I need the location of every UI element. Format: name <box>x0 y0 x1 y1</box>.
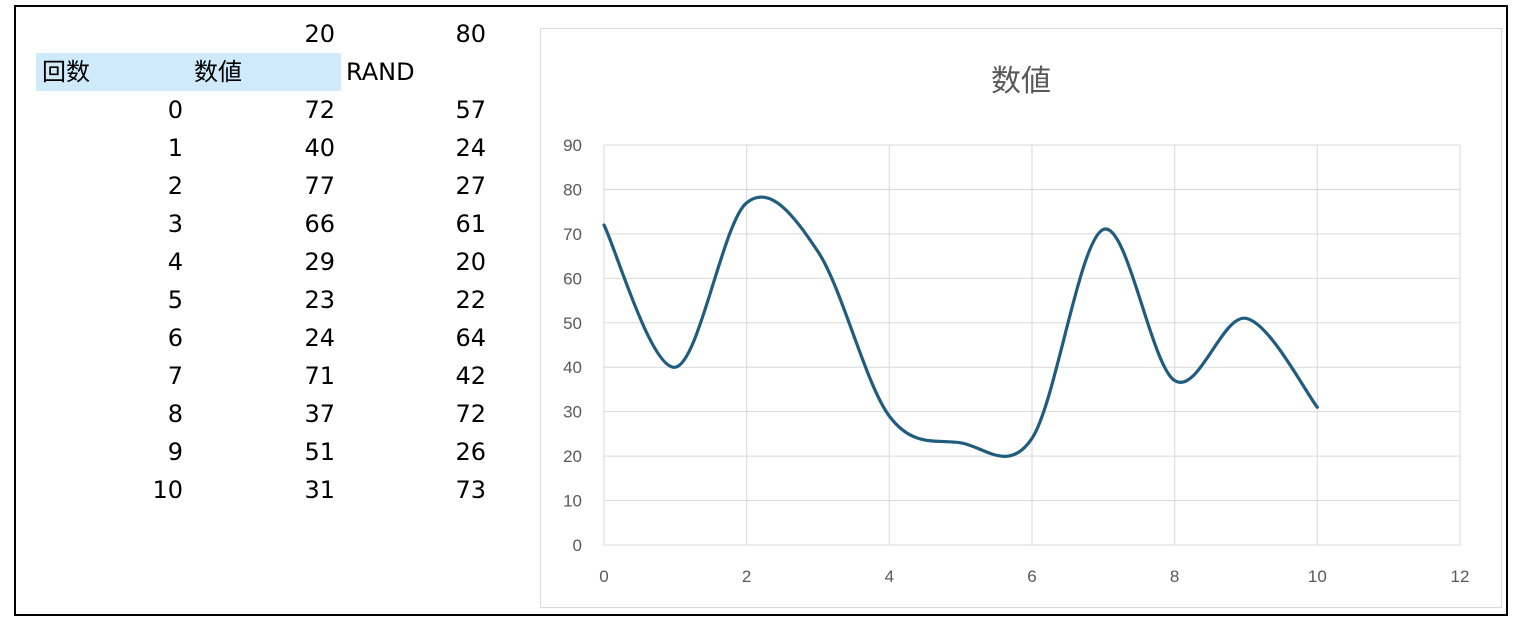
cell-count[interactable]: 7 <box>167 362 183 390</box>
cell-value[interactable]: 29 <box>304 248 335 276</box>
y-tick-label: 70 <box>563 225 582 244</box>
header-value[interactable]: 数値 <box>194 58 242 86</box>
sheet-frame <box>14 5 1508 616</box>
cell-value[interactable]: 24 <box>304 324 335 352</box>
cell-value[interactable]: 77 <box>304 172 335 200</box>
chart-area[interactable] <box>540 28 1502 608</box>
cell-value[interactable]: 23 <box>304 286 335 314</box>
cell-rand[interactable]: 22 <box>455 286 486 314</box>
cell-value[interactable]: 66 <box>304 210 335 238</box>
cell-value[interactable]: 51 <box>304 438 335 466</box>
cell-count[interactable]: 8 <box>167 400 183 428</box>
y-tick-label: 0 <box>573 536 582 555</box>
cell-count[interactable]: 4 <box>167 248 183 276</box>
header-count[interactable]: 回数 <box>42 58 90 86</box>
cell-rand[interactable]: 24 <box>455 134 486 162</box>
series-line <box>602 195 1319 458</box>
y-tick-label: 50 <box>563 314 582 333</box>
x-tick-label: 2 <box>742 567 751 586</box>
y-tick-label: 40 <box>563 358 582 377</box>
cell-value[interactable]: 72 <box>304 96 335 124</box>
cell-count[interactable]: 5 <box>167 286 183 314</box>
y-tick-label: 10 <box>563 492 582 511</box>
header-rand[interactable]: RAND <box>346 58 415 86</box>
cell-rand[interactable]: 27 <box>455 172 486 200</box>
cell-rand[interactable]: 57 <box>455 96 486 124</box>
cell-count[interactable]: 6 <box>167 324 183 352</box>
cell-count[interactable]: 10 <box>152 476 183 504</box>
x-tick-label: 6 <box>1027 567 1036 586</box>
cell-rand[interactable]: 64 <box>455 324 486 352</box>
y-tick-label: 20 <box>563 447 582 466</box>
cell-count[interactable]: 0 <box>167 96 183 124</box>
cell-value[interactable]: 37 <box>304 400 335 428</box>
cell-rand[interactable]: 61 <box>455 210 486 238</box>
cell-count[interactable]: 1 <box>167 134 183 162</box>
chart-title: 数値 <box>991 64 1051 99</box>
cell-count[interactable]: 3 <box>167 210 183 238</box>
y-tick-label: 60 <box>563 269 582 288</box>
y-tick-label: 30 <box>563 403 582 422</box>
cell-rand[interactable]: 20 <box>455 248 486 276</box>
cell-rand[interactable]: 42 <box>455 362 486 390</box>
x-tick-label: 12 <box>1451 567 1470 586</box>
x-tick-label: 8 <box>1170 567 1179 586</box>
cell-count[interactable]: 9 <box>167 438 183 466</box>
cell-rand[interactable]: 72 <box>455 400 486 428</box>
x-tick-label: 0 <box>599 567 608 586</box>
cell-rand[interactable]: 73 <box>455 476 486 504</box>
param-low-cell[interactable]: 20 <box>304 20 335 48</box>
cell-value[interactable]: 71 <box>304 362 335 390</box>
header-fill <box>36 53 341 91</box>
cell-rand[interactable]: 26 <box>455 438 486 466</box>
x-tick-label: 4 <box>885 567 894 586</box>
x-tick-label: 10 <box>1308 567 1327 586</box>
cell-value[interactable]: 31 <box>304 476 335 504</box>
y-tick-label: 90 <box>563 136 582 155</box>
cell-count[interactable]: 2 <box>167 172 183 200</box>
y-tick-label: 80 <box>563 180 582 199</box>
cell-value[interactable]: 40 <box>304 134 335 162</box>
param-high-cell[interactable]: 80 <box>455 20 486 48</box>
